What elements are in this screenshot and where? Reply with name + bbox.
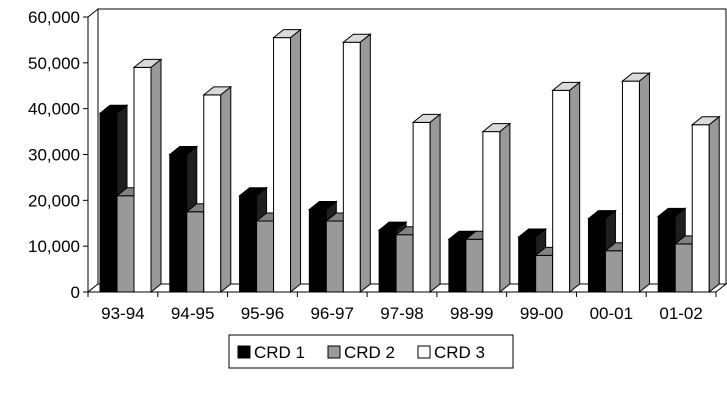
x-tick-label: 99-00 [520, 304, 563, 323]
y-tick-label: 30,000 [28, 146, 80, 165]
side-wall [87, 7, 99, 294]
y-tick-label: 60,000 [28, 8, 80, 27]
x-tick-label: 94-95 [171, 304, 214, 323]
bar [551, 81, 582, 294]
x-tick-label: 96-97 [310, 304, 353, 323]
bar [341, 33, 372, 294]
y-tick-label: 40,000 [28, 100, 80, 119]
legend-swatch [327, 345, 341, 359]
bar [411, 113, 442, 294]
bar [481, 122, 512, 294]
legend-swatch [417, 345, 431, 359]
legend-label: CRD 2 [344, 343, 395, 362]
bar [132, 58, 163, 294]
x-tick-label: 95-96 [241, 304, 284, 323]
legend-swatch [237, 345, 251, 359]
x-tick-label: 97-98 [380, 304, 423, 323]
bar [272, 28, 302, 294]
legend-label: CRD 1 [254, 343, 305, 362]
y-axis: 0 10,000 20,000 30,000 40,000 50,000 60,000 [28, 8, 88, 302]
x-tick-label: 98-99 [450, 304, 493, 323]
y-tick-label: 0 [71, 283, 80, 302]
bar [690, 115, 721, 294]
bar [621, 72, 651, 294]
x-tick-label: 01-02 [659, 304, 702, 323]
legend-label: CRD 3 [434, 343, 485, 362]
y-tick-label: 10,000 [28, 237, 80, 256]
x-tick-label: 00-01 [590, 304, 633, 323]
y-tick-label: 50,000 [28, 54, 80, 73]
x-axis: 93-94 94-95 95-96 96-97 97-98 98-99 99-00 00-01… [87, 292, 717, 323]
bars [98, 28, 721, 294]
y-tick-label: 20,000 [28, 191, 80, 210]
legend: CRD 1 CRD 2 CRD 3 [228, 334, 514, 369]
x-tick-label: 93-94 [101, 304, 144, 323]
legend-box [228, 334, 514, 369]
bar [202, 85, 233, 294]
